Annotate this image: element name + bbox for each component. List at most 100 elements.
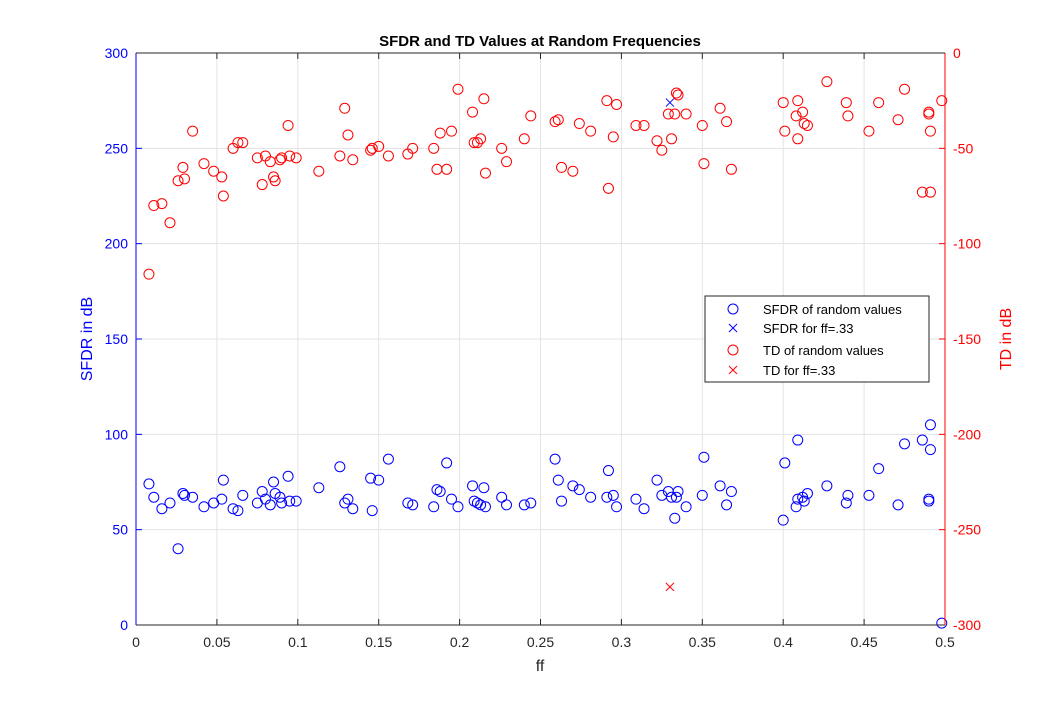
td-point — [274, 154, 286, 166]
sfdr-point — [666, 491, 678, 503]
sfdr-point — [790, 501, 802, 513]
y-left-tick-label: 200 — [105, 236, 129, 252]
sfdr-point — [601, 491, 613, 503]
sfdr-point — [441, 457, 453, 469]
td-point — [198, 158, 210, 170]
sfdr-point — [714, 480, 726, 492]
td-point — [899, 83, 911, 95]
sfdr-point — [282, 470, 294, 482]
x-tick-label: 0.4 — [773, 634, 793, 650]
y-left-tick-label: 100 — [105, 426, 129, 442]
sfdr-point — [382, 453, 394, 465]
tick-labels: 0 0.05 0.1 0.15 0.2 0.25 0.3 0.35 0.4 0.45 0.5 0 50 1… — [105, 45, 982, 650]
sfdr-point — [347, 503, 359, 515]
sfdr-point — [525, 497, 537, 509]
td-point — [237, 137, 249, 149]
td-point — [611, 98, 623, 110]
x-tick-label: 0.15 — [365, 634, 392, 650]
sfdr-point — [801, 487, 813, 499]
td-point — [672, 89, 684, 101]
sfdr-point — [496, 491, 508, 503]
td-point — [792, 95, 804, 107]
sfdr-point — [467, 480, 479, 492]
sfdr-point — [680, 501, 692, 513]
td-point — [801, 119, 813, 131]
td-point — [172, 175, 184, 187]
td-point — [721, 116, 733, 128]
sfdr-point — [407, 499, 419, 511]
sfdr-point — [452, 501, 464, 513]
td-point — [479, 167, 491, 179]
td-point — [714, 102, 726, 114]
x-tick-label: 0.25 — [527, 634, 554, 650]
sfdr-point — [670, 491, 682, 503]
td-point — [798, 118, 810, 130]
sfdr-point — [698, 451, 710, 463]
y-right-tick-label: 0 — [953, 45, 961, 61]
td-point — [662, 108, 674, 120]
sfdr-ff-cross-point — [665, 98, 675, 107]
sfdr-point — [164, 497, 176, 509]
y-left-tick-label: 150 — [105, 331, 129, 347]
td-point — [602, 182, 614, 194]
sfdr-point — [573, 484, 585, 496]
td-point — [567, 165, 579, 177]
td-point — [696, 119, 708, 131]
sfdr-point — [518, 499, 530, 511]
sfdr-point — [863, 489, 875, 501]
td-point — [651, 135, 663, 147]
td-point — [347, 154, 359, 166]
td-point — [656, 144, 668, 156]
td-point — [143, 268, 155, 280]
td-point — [916, 186, 928, 198]
td-point — [863, 125, 875, 137]
sfdr-point — [899, 438, 911, 450]
sfdr-point — [227, 503, 239, 515]
y-left-tick-label: 300 — [105, 45, 129, 61]
td-point — [366, 142, 378, 154]
sfdr-point — [873, 463, 885, 475]
td-point — [518, 133, 530, 145]
sfdr-point — [936, 617, 948, 629]
sfdr-point — [549, 453, 561, 465]
td-point — [187, 125, 199, 137]
td-point — [638, 119, 650, 131]
y-right-tick-label: -150 — [953, 331, 981, 347]
td-point — [339, 102, 351, 114]
td-point — [475, 133, 487, 145]
td-point — [290, 152, 302, 164]
td-point — [669, 108, 681, 120]
td-point — [923, 108, 935, 120]
sfdr-point — [792, 434, 804, 446]
data-markers — [143, 76, 948, 629]
y-right-tick-label: -300 — [953, 617, 981, 633]
td-point — [777, 97, 789, 109]
sfdr-point — [428, 501, 440, 513]
sfdr-point — [792, 493, 804, 505]
cross-stroke — [665, 98, 675, 107]
td-point — [496, 142, 508, 154]
sfdr-point — [264, 499, 276, 511]
td-point — [179, 173, 191, 185]
y-left-tick-label: 0 — [120, 617, 128, 633]
td-point — [892, 114, 904, 126]
sfdr-point — [216, 493, 228, 505]
sfdr-point — [276, 497, 288, 509]
td-point — [156, 198, 168, 210]
sfdr-point — [721, 499, 733, 511]
y-axis-label-right: TD in dB — [998, 308, 1015, 370]
sfdr-point — [342, 493, 354, 505]
sfdr-point — [651, 474, 663, 486]
sfdr-point — [148, 491, 160, 503]
sfdr-point — [821, 480, 833, 492]
sfdr-point — [923, 495, 935, 507]
y-left-tick-label: 50 — [112, 522, 128, 538]
sfdr-point — [402, 497, 414, 509]
sfdr-point — [501, 499, 513, 511]
td-point — [501, 156, 513, 168]
sfdr-point — [602, 465, 614, 477]
sfdr-point — [284, 495, 296, 507]
td-point — [276, 152, 288, 164]
td-point — [217, 190, 229, 202]
